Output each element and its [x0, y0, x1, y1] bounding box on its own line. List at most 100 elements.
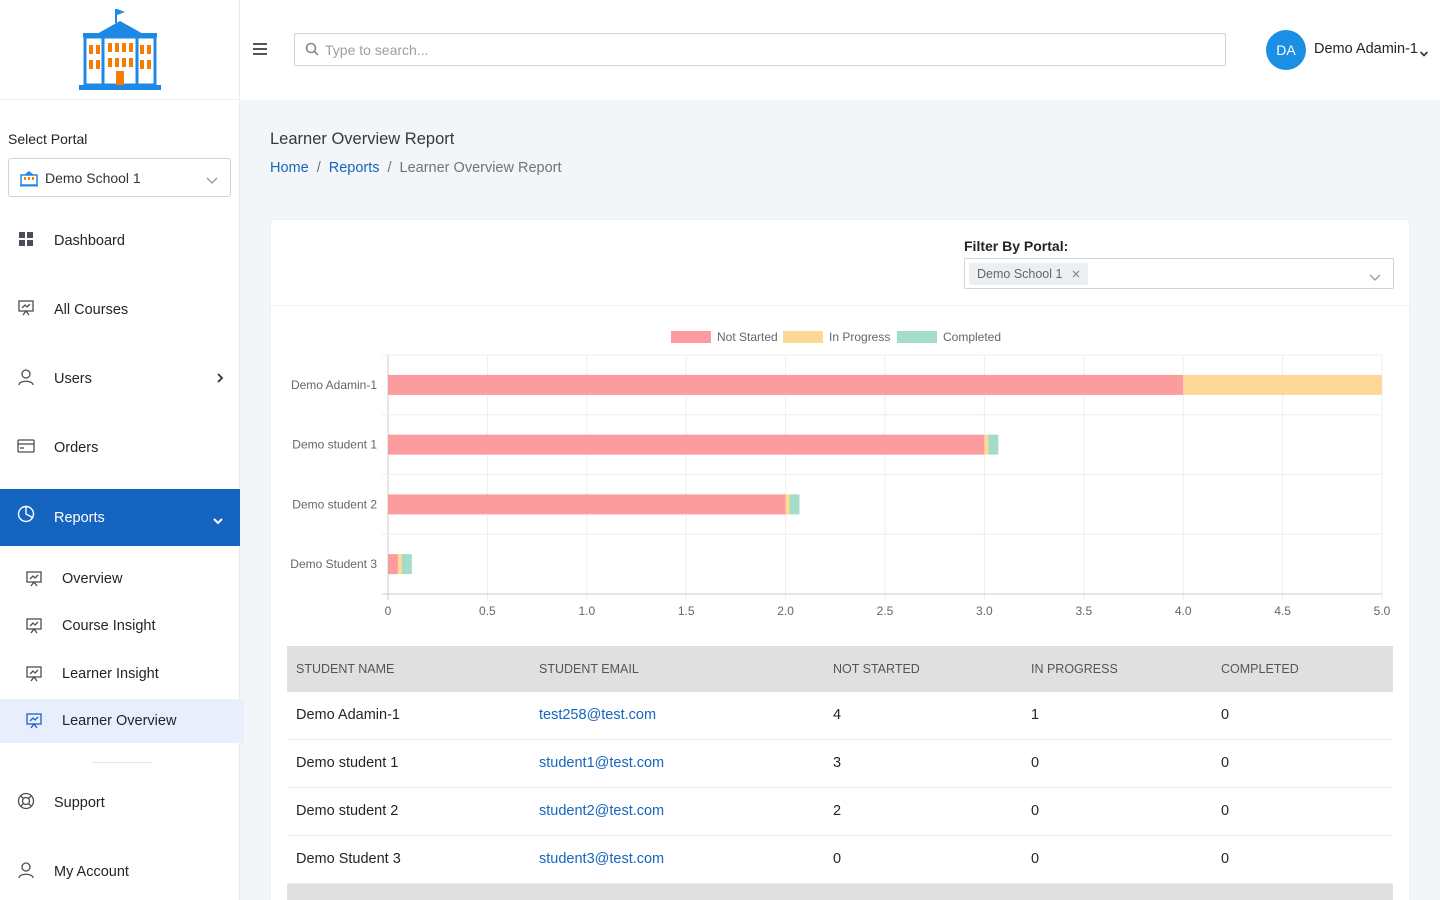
sidebar-item-support[interactable]: Support — [0, 783, 240, 823]
cell-in-progress: 0 — [1031, 755, 1040, 771]
table-header: STUDENT NAME STUDENT EMAIL NOT STARTED I… — [287, 646, 1393, 692]
breadcrumb-home[interactable]: Home — [270, 160, 309, 176]
page-title: Learner Overview Report — [270, 130, 455, 148]
chevron-down-icon — [1369, 269, 1381, 287]
cell-in-progress: 0 — [1031, 851, 1040, 867]
cell-not-started: 4 — [833, 707, 842, 723]
bar-segment — [397, 554, 402, 575]
column-header-student-name[interactable]: STUDENT NAME — [296, 662, 395, 676]
y-tick-label: Demo Adamin-1 — [291, 378, 377, 392]
filter-chip-label: Demo School 1 — [977, 267, 1063, 281]
sidebar-item-dashboard[interactable]: Dashboard — [0, 221, 240, 261]
sidebar: Select Portal Demo School 1 Dashboard Al… — [0, 0, 244, 900]
cell-not-started: 3 — [833, 755, 842, 771]
sidebar-item-label: Dashboard — [54, 233, 125, 249]
sidebar-item-reports[interactable]: Reports — [0, 489, 240, 546]
legend-label: Completed — [943, 330, 1001, 344]
cell-student-email[interactable]: student3@test.com — [539, 851, 665, 867]
grid-icon — [17, 230, 35, 248]
presentation-icon — [25, 617, 43, 639]
sidebar-item-label: Users — [54, 371, 92, 387]
cell-not-started: 2 — [833, 803, 842, 819]
bar-segment — [388, 494, 786, 515]
bar-segment — [388, 374, 1184, 395]
legend-swatch — [897, 331, 937, 343]
sidebar-item-all-courses[interactable]: All Courses — [0, 290, 240, 330]
cell-not-started: 0 — [833, 851, 842, 867]
x-tick-label: 2.0 — [777, 604, 794, 618]
sidebar-subitem-overview[interactable]: Overview — [0, 557, 244, 601]
breadcrumb-reports[interactable]: Reports — [328, 160, 380, 176]
x-tick-label: 3.0 — [976, 604, 993, 618]
x-tick-label: 1.0 — [578, 604, 595, 618]
sidebar-item-orders[interactable]: Orders — [0, 428, 240, 468]
breadcrumb-current: Learner Overview Report — [399, 160, 562, 176]
chevron-down-icon[interactable] — [1419, 45, 1429, 63]
cell-student-email[interactable]: student1@test.com — [539, 755, 665, 771]
avatar[interactable]: DA — [1266, 30, 1306, 70]
sidebar-item-label: Orders — [54, 440, 99, 456]
sidebar-subitem-course-insight[interactable]: Course Insight — [0, 604, 244, 648]
table-footer — [287, 884, 1393, 900]
cell-student-name: Demo Adamin-1 — [296, 707, 400, 723]
breadcrumb: Home / Reports / Learner Overview Report — [270, 160, 562, 176]
chevron-down-icon — [206, 172, 218, 188]
chevron-down-icon — [212, 513, 224, 529]
sidebar-item-label: All Courses — [54, 302, 129, 318]
presentation-icon — [25, 570, 43, 592]
column-header-completed[interactable]: COMPLETED — [1221, 662, 1299, 676]
logo[interactable] — [0, 0, 239, 100]
search-input[interactable]: Type to search... — [294, 33, 1226, 66]
user-name[interactable]: Demo Adamin-1 — [1314, 41, 1418, 57]
x-tick-label: 0.5 — [479, 604, 496, 618]
portal-select[interactable]: Demo School 1 — [8, 158, 231, 197]
chevron-right-icon — [216, 372, 224, 388]
table-row: Demo student 2 student2@test.com 2 0 0 — [287, 788, 1393, 836]
x-tick-label: 3.5 — [1075, 604, 1092, 618]
cell-student-email[interactable]: student2@test.com — [539, 803, 665, 819]
bar-segment — [785, 494, 790, 515]
bar-segment — [1183, 374, 1382, 395]
sidebar-subitem-label: Course Insight — [62, 618, 156, 634]
x-tick-label: 1.5 — [678, 604, 695, 618]
bar-segment — [984, 434, 989, 455]
y-tick-label: Demo student 1 — [292, 438, 377, 452]
cell-student-name: Demo student 1 — [296, 755, 399, 771]
presentation-icon — [25, 665, 43, 687]
sidebar-subitem-label: Overview — [62, 571, 123, 587]
sidebar-subitem-learner-insight[interactable]: Learner Insight — [0, 652, 244, 696]
learner-table: STUDENT NAME STUDENT EMAIL NOT STARTED I… — [287, 646, 1393, 900]
column-header-in-progress[interactable]: IN PROGRESS — [1031, 662, 1118, 676]
close-icon[interactable] — [1072, 267, 1080, 281]
table-row: Demo Student 3 student3@test.com 0 0 0 — [287, 836, 1393, 884]
bar-segment — [388, 554, 398, 575]
cell-student-name: Demo Student 3 — [296, 851, 401, 867]
cell-student-email[interactable]: test258@test.com — [539, 707, 657, 723]
table-row: Demo student 1 student1@test.com 3 0 0 — [287, 740, 1393, 788]
sidebar-item-label: Reports — [54, 509, 105, 526]
cell-completed: 0 — [1221, 851, 1230, 867]
y-tick-label: Demo student 2 — [292, 497, 377, 511]
bar-segment — [388, 434, 985, 455]
learner-overview-chart: Not Started In Progress Completed 0 0.5 1.0 1.… — [290, 330, 1390, 618]
sidebar-item-my-account[interactable]: My Account — [0, 852, 240, 892]
sidebar-item-label: Support — [54, 795, 105, 811]
portal-filter-select[interactable]: Demo School 1 — [964, 258, 1394, 289]
topbar: Type to search... DA Demo Adamin-1 — [240, 0, 1440, 100]
school-icon — [19, 169, 39, 187]
column-header-not-started[interactable]: NOT STARTED — [833, 662, 920, 676]
sidebar-item-users[interactable]: Users — [0, 359, 240, 399]
card-header: Filter By Portal: Demo School 1 — [271, 220, 1409, 306]
sidebar-subitem-label: Learner Insight — [62, 666, 159, 682]
select-portal-label: Select Portal — [8, 131, 88, 147]
filter-label: Filter By Portal: — [964, 238, 1069, 254]
cell-completed: 0 — [1221, 707, 1230, 723]
legend-swatch — [671, 331, 711, 343]
bar-segment — [789, 494, 800, 515]
column-header-student-email[interactable]: STUDENT EMAIL — [539, 662, 639, 676]
hamburger-menu-icon[interactable] — [252, 42, 268, 61]
legend-swatch — [783, 331, 823, 343]
sidebar-subitem-learner-overview[interactable]: Learner Overview — [0, 699, 244, 743]
search-icon — [305, 42, 319, 59]
bar-segment — [401, 554, 412, 575]
